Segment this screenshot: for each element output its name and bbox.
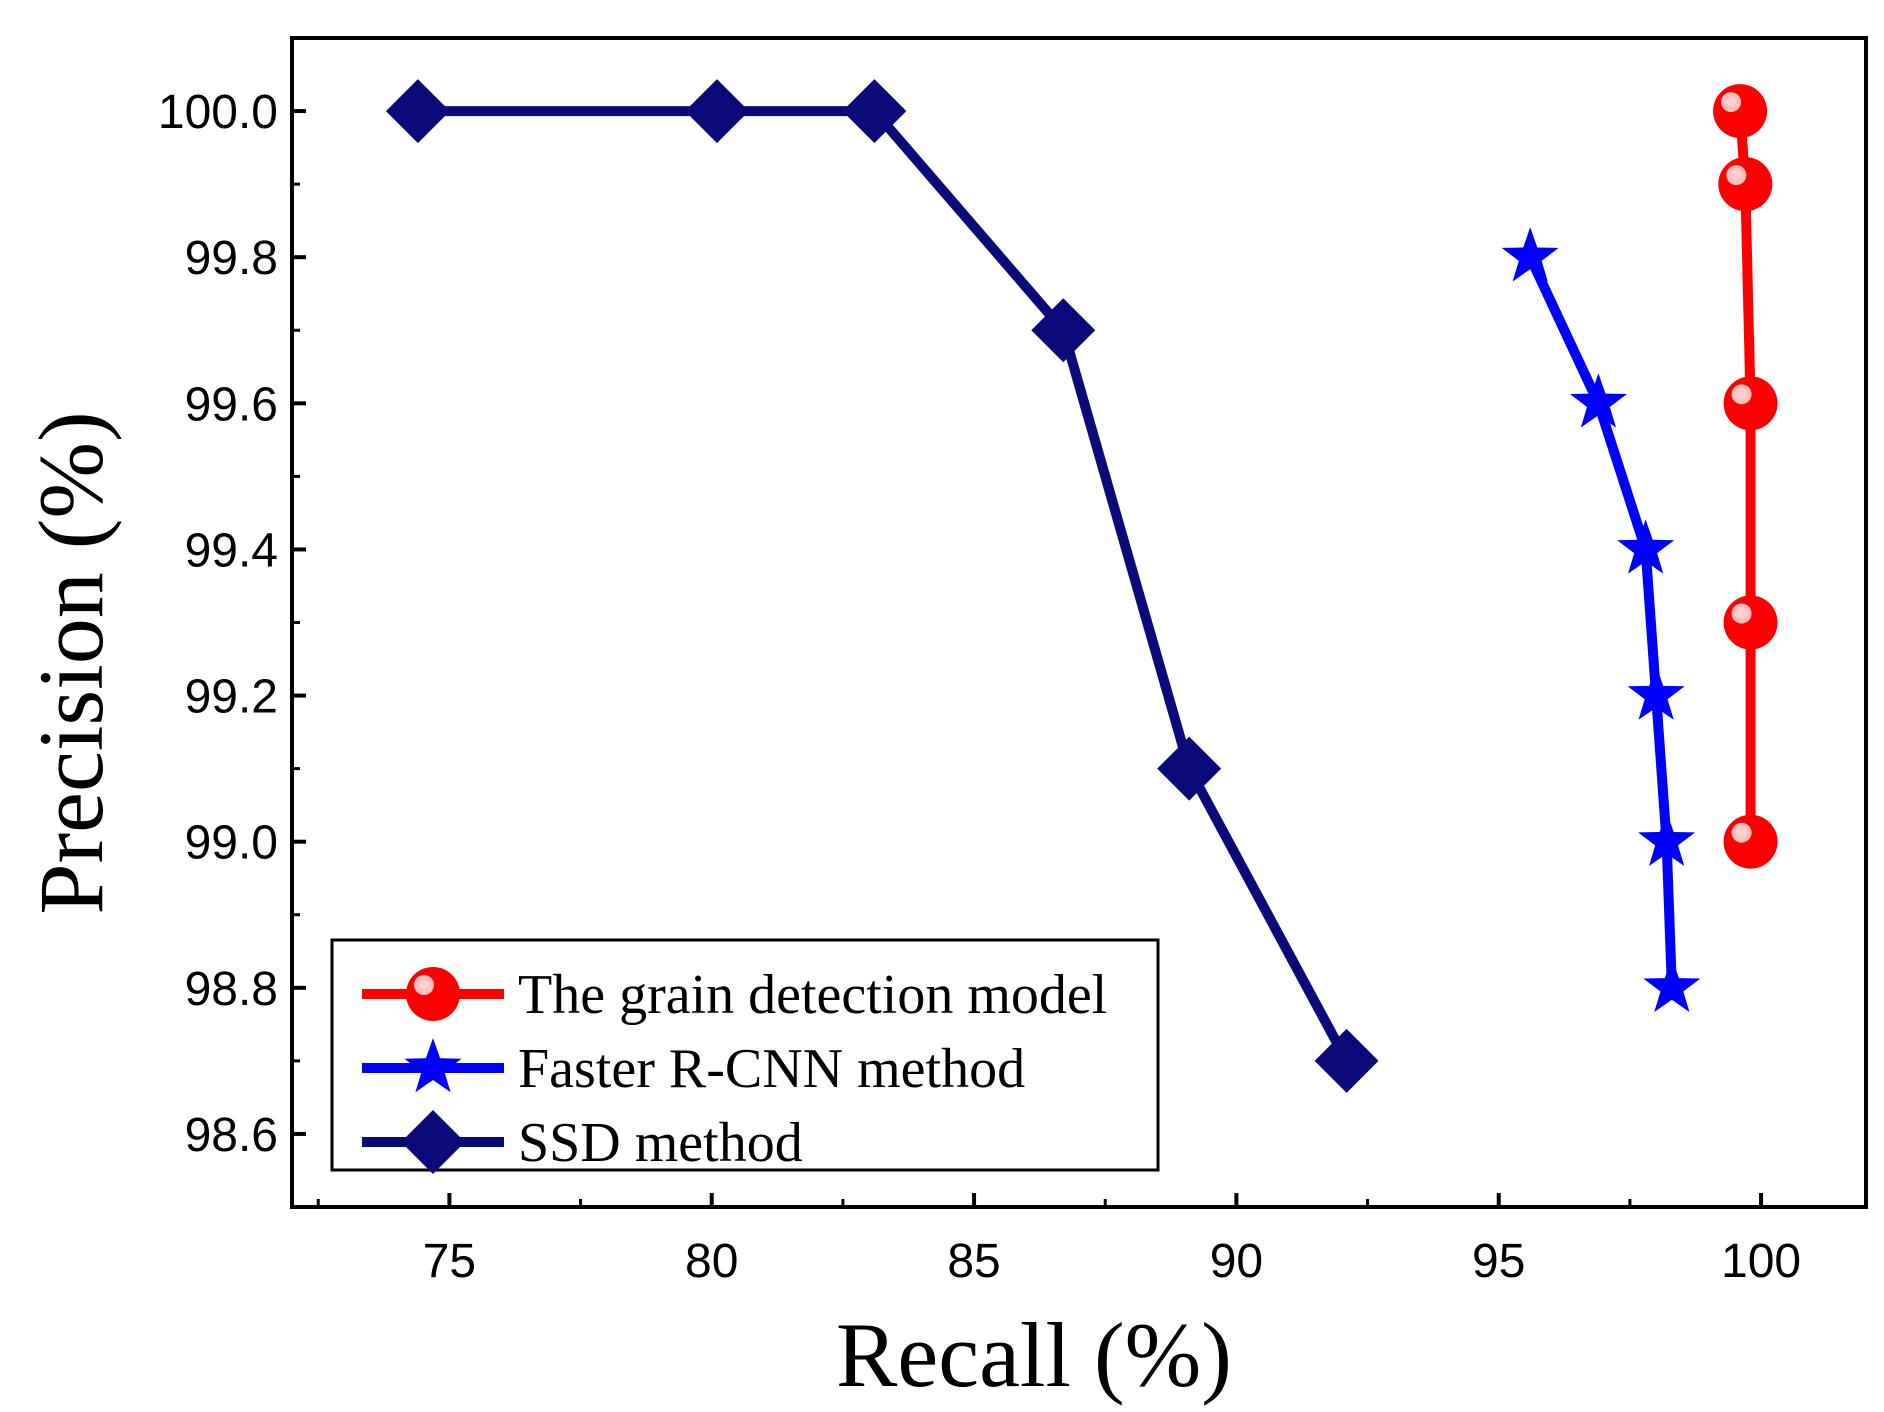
data-point-star: [1569, 373, 1627, 428]
y-tick-label: 98.8: [185, 963, 278, 1016]
legend-entry: SSD method: [362, 1110, 803, 1174]
series-diamond: [385, 79, 1379, 1093]
legend-box: [330, 938, 1160, 1172]
series-line: [417, 106, 1352, 1064]
data-point-circle: [1723, 595, 1778, 650]
x-tick-label: 90: [1210, 1235, 1263, 1288]
legend-marker-star: [404, 1038, 462, 1093]
legend-label: Faster R-CNN method: [518, 1038, 1025, 1100]
data-point-diamond: [385, 79, 450, 144]
data-point-diamond: [1314, 1028, 1379, 1093]
series-circle: [1713, 84, 1778, 869]
data-point-circle: [1723, 814, 1778, 869]
series-line: [1525, 255, 1677, 988]
y-tick-label: 99.8: [185, 232, 278, 285]
x-axis: 75 80 85 90 95 100: [316, 1193, 1801, 1288]
data-point-circle: [1718, 157, 1773, 212]
x-tick-label: 75: [423, 1235, 476, 1288]
y-axis-title: Precision (%): [20, 411, 122, 914]
data-point-star: [1617, 519, 1675, 574]
legend-label: SSD method: [518, 1112, 803, 1174]
y-tick-label: 98.6: [185, 1109, 278, 1162]
legend: The grain detection model Faster R-CNN me…: [330, 938, 1160, 1174]
series-layer: [385, 79, 1778, 1093]
data-point-diamond: [842, 79, 907, 144]
x-tick-label: 95: [1472, 1235, 1525, 1288]
data-point-star: [1627, 665, 1685, 720]
data-point-diamond: [1157, 736, 1222, 801]
data-point-star: [1638, 811, 1696, 866]
y-tick-label: 99.4: [185, 524, 278, 577]
y-axis: 98.6 98.8 99.0 99.2 99.4 99.6 99.8 100.0: [158, 86, 306, 1209]
y-tick-label: 99.0: [185, 817, 278, 870]
legend-entry: The grain detection model: [362, 964, 1107, 1026]
data-point-star: [1501, 227, 1559, 282]
legend-marker-circle: [406, 967, 460, 1021]
x-tick-label: 85: [947, 1235, 1000, 1288]
y-tick-label: 99.2: [185, 671, 278, 724]
series-line: [1735, 110, 1756, 842]
y-tick-label: 100.0: [158, 86, 278, 139]
x-tick-label: 80: [685, 1235, 738, 1288]
data-point-circle: [1713, 84, 1768, 139]
legend-label: The grain detection model: [518, 964, 1107, 1026]
series-star: [1501, 227, 1701, 1013]
legend-entry: Faster R-CNN method: [362, 1038, 1025, 1100]
data-point-circle: [1723, 376, 1778, 431]
x-axis-title: Recall (%): [836, 1304, 1232, 1406]
data-point-diamond: [1031, 298, 1096, 363]
legend-marker-diamond: [401, 1110, 465, 1174]
x-tick-label: 100: [1721, 1235, 1801, 1288]
y-tick-label: 99.6: [185, 378, 278, 431]
data-point-star: [1643, 957, 1701, 1013]
data-point-diamond: [684, 79, 749, 144]
